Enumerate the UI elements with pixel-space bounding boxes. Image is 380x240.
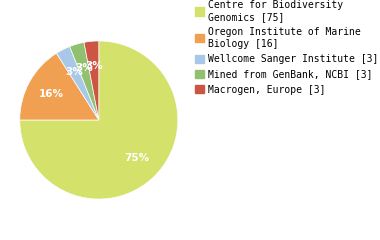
Wedge shape [20,41,178,199]
Text: 3%: 3% [75,63,93,73]
Wedge shape [20,53,99,120]
Text: 3%: 3% [85,61,103,72]
Text: 3%: 3% [65,67,83,77]
Legend: Centre for Biodiversity
Genomics [75], Oregon Institute of Marine
Biology [16], : Centre for Biodiversity Genomics [75], O… [195,0,378,95]
Text: 16%: 16% [39,89,64,99]
Wedge shape [70,42,99,120]
Wedge shape [57,47,99,120]
Wedge shape [84,41,99,120]
Text: 75%: 75% [124,153,149,163]
